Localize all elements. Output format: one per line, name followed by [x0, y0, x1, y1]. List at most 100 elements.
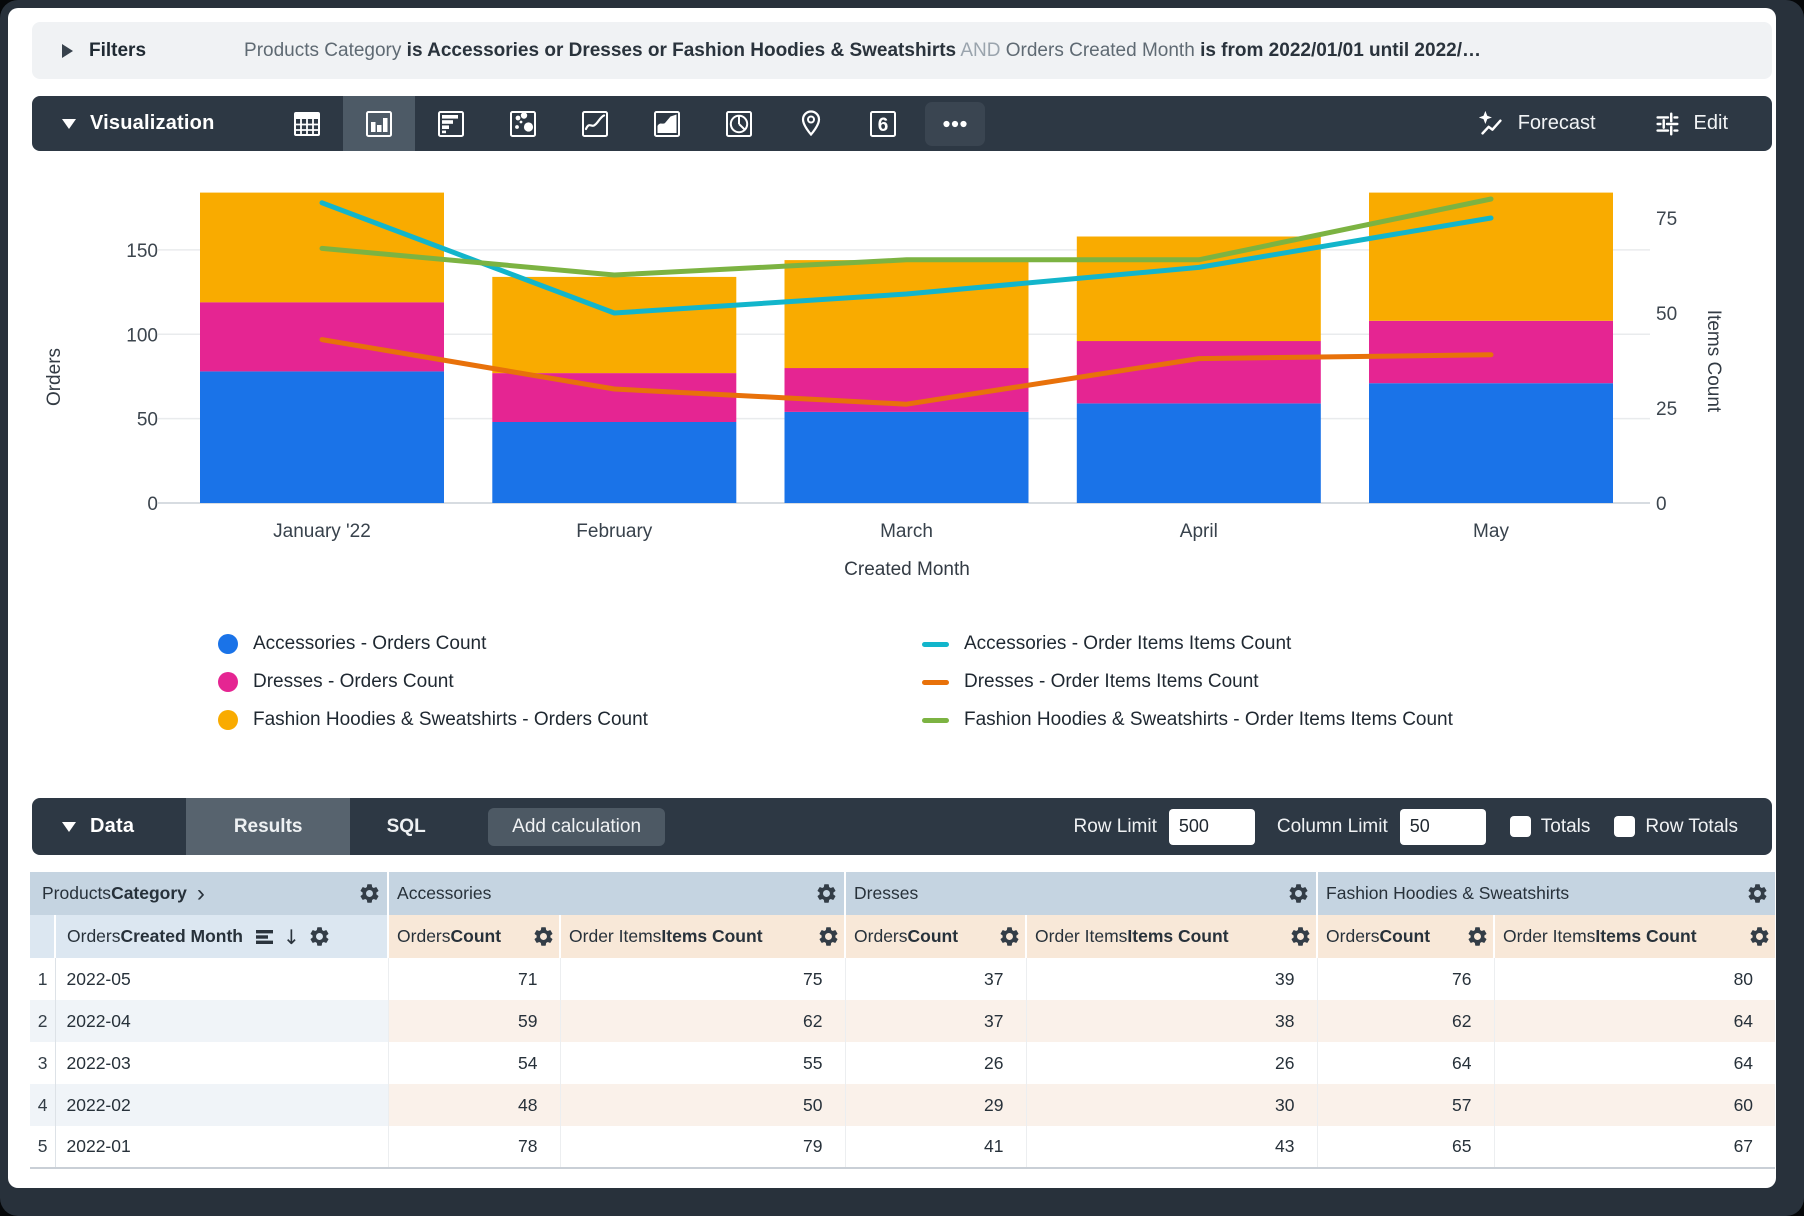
measure-value[interactable]: 48 [387, 1084, 561, 1126]
measure-value[interactable]: 50 [559, 1084, 846, 1126]
measure-value[interactable]: 62 [559, 1000, 846, 1042]
sort-rows-icon[interactable] [255, 928, 275, 946]
measure-value[interactable]: 64 [1493, 1042, 1776, 1084]
dimension-header-orders-created-month[interactable]: Orders Created Month ↓ [56, 915, 387, 958]
dimension-value[interactable]: 2022-04 [55, 1000, 389, 1042]
viz-type-more-button[interactable] [924, 101, 985, 146]
dimension-value[interactable]: 2022-01 [55, 1126, 389, 1169]
measure-value[interactable]: 37 [844, 1000, 1027, 1042]
data-collapse-caret-icon[interactable] [62, 821, 76, 832]
measure-header-items-count[interactable]: Order Items Items Count [1027, 915, 1316, 958]
bar-segment [1369, 320, 1613, 384]
sort-descending-arrow-icon[interactable]: ↓ [282, 924, 300, 949]
column-limit-input[interactable] [1399, 808, 1486, 845]
column-gear-icon[interactable] [308, 925, 331, 948]
column-gear-icon[interactable] [358, 882, 381, 905]
row-limit-input[interactable] [1168, 808, 1255, 845]
pivot-group-header[interactable]: Accessories [389, 872, 844, 915]
measure-header-items-count[interactable]: Order Items Items Count [561, 915, 844, 958]
dimension-value[interactable]: 2022-05 [66, 968, 131, 989]
right-axis-title: Items Count [1703, 310, 1724, 413]
filter-segment: Orders Created Month [1005, 39, 1201, 61]
measure-header-count[interactable]: Orders Count [846, 915, 1025, 958]
pivot-group-header[interactable]: Fashion Hoodies & Sweatshirts [1318, 872, 1775, 915]
column-gear-icon[interactable] [1748, 925, 1771, 948]
tab-sql[interactable]: SQL [386, 815, 426, 837]
measure-value[interactable]: 38 [1025, 1000, 1318, 1042]
measure-value[interactable]: 65 [1316, 1126, 1495, 1169]
measure-value[interactable]: 39 [1025, 958, 1318, 1000]
row-index: 2 [30, 1000, 56, 1042]
viz-type-line-button[interactable] [559, 96, 631, 151]
filters-expand-caret-icon[interactable] [62, 43, 73, 58]
viz-type-area-button[interactable] [631, 96, 703, 151]
measure-value[interactable]: 76 [1316, 958, 1495, 1000]
filters-bar[interactable]: Filters Products Category is Accessories… [32, 22, 1772, 79]
totals-checkbox[interactable] [1509, 816, 1531, 837]
viz-type-column-button[interactable] [342, 96, 415, 151]
legend-item[interactable]: Dresses - Order Items Items Count [922, 663, 1453, 701]
measure-value[interactable]: 64 [1493, 1000, 1776, 1042]
viz-type-pie-button[interactable] [703, 96, 775, 151]
measure-value[interactable]: 75 [559, 958, 846, 1000]
edit-visualization-button[interactable]: Edit [1652, 109, 1728, 139]
legend-label: Accessories - Orders Count [253, 633, 487, 654]
measure-value[interactable]: 43 [1025, 1126, 1318, 1169]
legend-item[interactable]: Accessories - Order Items Items Count [922, 625, 1453, 663]
viz-type-single-value-button[interactable]: 6 [847, 96, 919, 151]
add-calculation-button[interactable]: Add calculation [488, 807, 666, 846]
measure-value[interactable]: 29 [844, 1084, 1027, 1126]
measure-value[interactable]: 62 [1316, 1000, 1495, 1042]
viz-type-bar-button[interactable] [415, 96, 487, 151]
measure-value[interactable]: 60 [1493, 1084, 1776, 1126]
column-gear-icon[interactable] [815, 882, 838, 905]
measure-value[interactable]: 71 [387, 958, 561, 1000]
measure-value[interactable]: 30 [1025, 1084, 1318, 1126]
column-gear-icon[interactable] [1289, 925, 1312, 948]
column-gear-icon[interactable] [817, 925, 840, 948]
measure-value[interactable]: 26 [1025, 1042, 1318, 1084]
dimension-value[interactable]: 2022-02 [55, 1084, 389, 1126]
row-totals-checkbox[interactable] [1614, 816, 1636, 837]
measure-value[interactable]: 37 [844, 958, 1027, 1000]
bar-segment [200, 302, 444, 372]
measure-value[interactable]: 59 [387, 1000, 561, 1042]
pivot-dimension-header[interactable]: Products Category › [30, 872, 387, 915]
pivot-group-header[interactable]: Dresses [846, 872, 1316, 915]
viz-type-table-button[interactable] [271, 96, 343, 151]
legend-item[interactable]: Dresses - Orders Count [218, 663, 648, 701]
viz-type-scatter-button[interactable] [487, 96, 559, 151]
trend-line [319, 200, 1494, 316]
column-gear-icon[interactable] [1746, 882, 1769, 905]
column-gear-icon[interactable] [1466, 925, 1489, 948]
measure-value[interactable]: 79 [559, 1126, 846, 1169]
measure-value[interactable]: 55 [559, 1042, 846, 1084]
column-gear-icon[interactable] [998, 925, 1021, 948]
dimension-value[interactable]: 2022-03 [66, 1052, 131, 1073]
measure-value[interactable]: 78 [387, 1126, 561, 1169]
viz-type-map-button[interactable] [775, 96, 847, 151]
visualization-toolbar: Visualization 6 Forecast [32, 96, 1772, 151]
measure-header-items-count[interactable]: Order Items Items Count [1495, 915, 1775, 958]
measure-value[interactable]: 57 [1316, 1084, 1495, 1126]
legend-label: Accessories - Order Items Items Count [964, 633, 1292, 654]
legend-item[interactable]: Fashion Hoodies & Sweatshirts - Orders C… [218, 701, 648, 739]
bar-segment [1076, 403, 1321, 503]
measure-value[interactable]: 26 [844, 1042, 1027, 1084]
tab-results[interactable]: Results [186, 798, 351, 855]
legend-item[interactable]: Fashion Hoodies & Sweatshirts - Order It… [922, 701, 1453, 739]
measure-value[interactable]: 67 [1493, 1126, 1776, 1169]
column-gear-icon[interactable] [532, 925, 555, 948]
forecast-button[interactable]: Forecast [1476, 109, 1596, 139]
measure-header-count[interactable]: Orders Count [389, 915, 559, 958]
measure-value[interactable]: 64 [1316, 1042, 1495, 1084]
visualization-collapse-caret-icon[interactable] [62, 118, 76, 129]
expand-chevron-icon[interactable]: › [196, 879, 205, 907]
measure-value[interactable]: 41 [844, 1126, 1027, 1169]
measure-header-count[interactable]: Orders Count [1318, 915, 1493, 958]
measure-value[interactable]: 80 [1493, 958, 1776, 1000]
table-row: 3 2022-03 54 55 26 26 64 64 [30, 1042, 1776, 1084]
legend-item[interactable]: Accessories - Orders Count [218, 625, 648, 663]
measure-value[interactable]: 54 [387, 1042, 561, 1084]
column-gear-icon[interactable] [1287, 882, 1310, 905]
